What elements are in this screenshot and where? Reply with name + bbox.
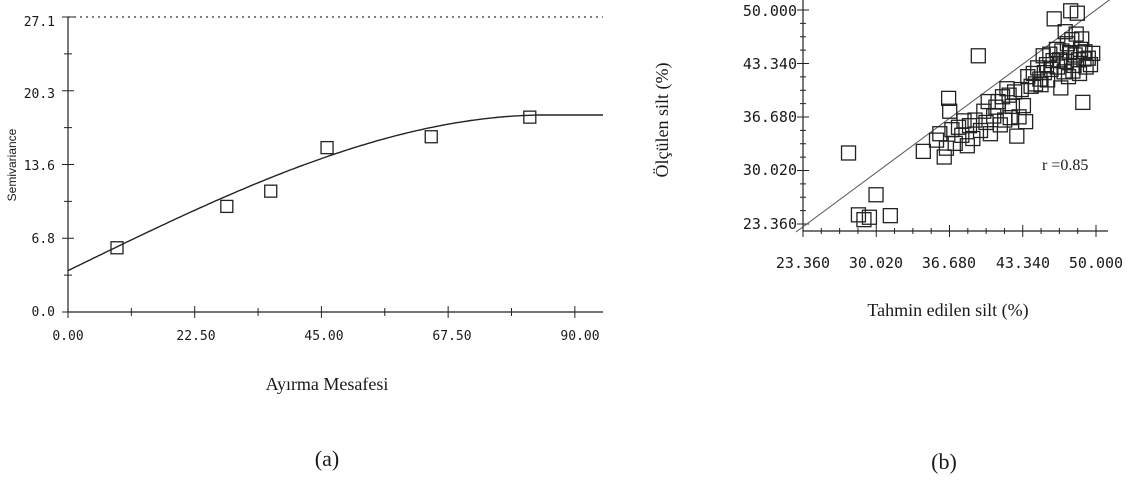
- variogram-y-tick-label: 20.3: [24, 87, 55, 102]
- variogram-point: [110, 241, 124, 255]
- variogram-point: [424, 130, 438, 144]
- silt-scatter-panel: 50.000 43.340 36.680 30.020 23.360 23.36…: [652, 0, 1123, 474]
- silt-reference-line: [795, 0, 1111, 233]
- silt-point: [982, 126, 999, 142]
- silt-point: [850, 207, 867, 223]
- silt-axes: [797, 0, 1108, 237]
- variogram-y-tick-label: 6.8: [32, 232, 55, 247]
- variogram-x-tick-label: 0.00: [52, 329, 83, 344]
- silt-y-axis-label: Ölçülen silt (%): [652, 63, 673, 178]
- silt-point: [1039, 72, 1056, 88]
- silt-point: [1085, 45, 1101, 62]
- silt-y-tick-labels: 50.000 43.340 36.680 30.020 23.360: [743, 2, 797, 233]
- silt-point: [1015, 97, 1032, 114]
- silt-point: [1002, 109, 1018, 126]
- silt-point: [882, 207, 898, 224]
- panel-a-label: (a): [315, 446, 339, 471]
- silt-point: [938, 140, 955, 156]
- silt-y-tick-label: 36.680: [743, 108, 797, 126]
- variogram-axes: [62, 16, 603, 318]
- silt-point: [868, 187, 884, 203]
- silt-x-tick-label: 30.020: [849, 254, 903, 272]
- silt-point: [1027, 76, 1044, 92]
- silt-point: [967, 112, 983, 128]
- silt-point: [1060, 69, 1077, 85]
- silt-point: [1053, 80, 1069, 96]
- silt-point: [936, 149, 952, 165]
- silt-x-tick-labels: 23.360 30.020 36.680 43.340 50.000: [776, 254, 1123, 272]
- silt-point: [940, 90, 957, 107]
- silt-point: [1075, 94, 1091, 111]
- silt-y-tick-label: 43.340: [743, 55, 797, 73]
- variogram-x-tick-label: 22.50: [176, 329, 215, 344]
- silt-point: [1067, 47, 1083, 63]
- silt-point: [840, 145, 857, 161]
- silt-point: [1064, 32, 1080, 48]
- silt-x-tick-label: 50.000: [1069, 254, 1123, 272]
- variogram-x-tick-label: 45.00: [304, 329, 343, 344]
- silt-y-tick-label: 23.360: [743, 215, 797, 233]
- variogram-y-axis-label: Semivariance: [5, 128, 19, 201]
- silt-point: [1082, 56, 1099, 73]
- silt-point: [1072, 41, 1089, 58]
- silt-x-axis-label: Tahmin edilen silt (%): [867, 300, 1028, 321]
- variogram-y-tick-label: 27.1: [24, 15, 55, 30]
- silt-point: [972, 122, 989, 139]
- silt-y-tick-label: 50.000: [743, 2, 797, 20]
- variogram-points: [110, 110, 537, 255]
- variogram-x-axis-label: Ayırma Mesafesi: [266, 374, 389, 394]
- silt-point: [956, 113, 972, 129]
- silt-point: [1048, 41, 1065, 58]
- variogram-point: [264, 184, 278, 198]
- silt-point: [1009, 128, 1025, 144]
- silt-point: [980, 93, 996, 110]
- silt-point: [861, 209, 878, 225]
- silt-point: [1074, 31, 1090, 47]
- silt-point: [976, 103, 992, 119]
- silt-points: [840, 3, 1101, 228]
- variogram-point: [523, 110, 537, 124]
- silt-point: [1046, 11, 1062, 27]
- variogram-x-tick-labels: 0.00 22.50 45.00 67.50 90.00: [52, 329, 599, 344]
- variogram-y-tick-label: 0.0: [32, 305, 55, 320]
- variogram-y-tick-label: 13.6: [24, 159, 55, 174]
- silt-x-tick-label: 36.680: [922, 254, 976, 272]
- silt-x-tick-label: 23.360: [776, 254, 830, 272]
- variogram-point: [220, 199, 234, 214]
- silt-point: [1001, 87, 1017, 103]
- silt-point: [856, 212, 872, 228]
- silt-point: [1017, 114, 1034, 130]
- silt-point: [915, 143, 931, 160]
- correlation-annotation: r =0.85: [1042, 157, 1088, 174]
- silt-1to1-line: [795, 0, 1111, 233]
- variogram-x-tick-label: 67.50: [432, 329, 471, 344]
- variogram-model-line: [67, 114, 603, 272]
- silt-point: [970, 48, 986, 64]
- silt-point: [961, 118, 978, 134]
- variogram-y-tick-labels: 27.1 20.3 13.6 6.8 0.0: [24, 15, 55, 320]
- silt-y-tick-label: 30.020: [743, 161, 797, 179]
- variogram-x-tick-label: 90.00: [560, 329, 599, 344]
- silt-point: [1069, 5, 1085, 21]
- variogram-point: [320, 140, 334, 155]
- silt-x-tick-label: 43.340: [996, 254, 1050, 272]
- panel-b-label: (b): [931, 449, 957, 474]
- variogram-model-curve: [67, 114, 603, 272]
- silt-point: [965, 130, 981, 147]
- silt-point: [942, 103, 958, 119]
- variogram-panel: 27.1 20.3 13.6 6.8 0.0 0.00 22.50 45.00 …: [5, 15, 603, 471]
- silt-point: [1068, 26, 1084, 42]
